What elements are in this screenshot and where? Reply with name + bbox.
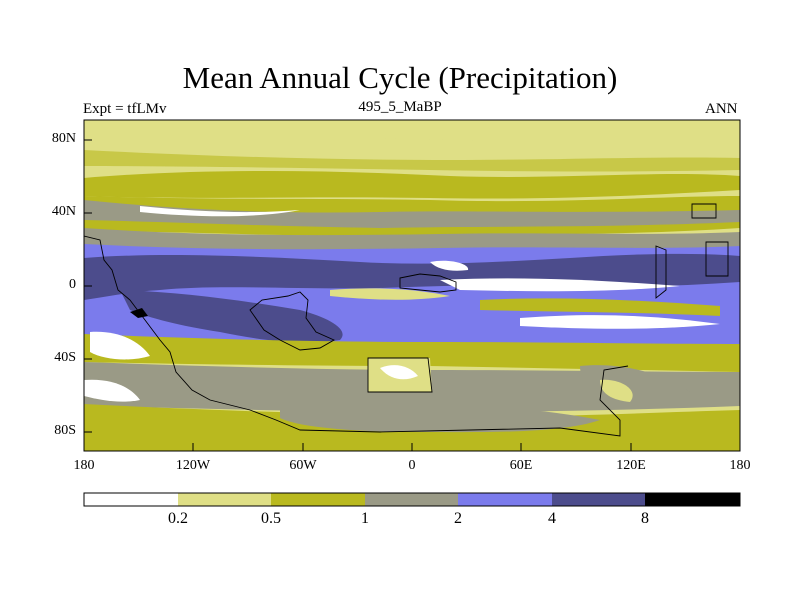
colorbar-frame <box>83 492 741 507</box>
precipitation-field <box>84 120 740 451</box>
field-band-north-1 <box>84 171 740 199</box>
lat-label-0: 0 <box>69 277 76 292</box>
lon-label-0: 0 <box>408 458 416 473</box>
colorbar-label-0-5: 0.5 <box>261 510 281 527</box>
coastline-americas <box>84 235 629 437</box>
field-antarctic-grey <box>280 400 600 433</box>
field-southeast-yellow <box>600 379 633 402</box>
field-tropic-yellow <box>330 288 450 300</box>
chart-title: Mean Annual Cycle (Precipitation) <box>182 60 618 95</box>
field-south-white-1 <box>90 331 150 360</box>
coastlines <box>84 203 729 437</box>
coastline-asia-east <box>655 245 667 299</box>
field-polar-band <box>84 136 740 154</box>
coastline-australia <box>367 357 433 393</box>
lon-ticks <box>83 443 741 451</box>
colorbar-swatch-3 <box>271 493 365 506</box>
coastline-africa-north <box>399 273 457 293</box>
season-label: ANN <box>705 101 738 117</box>
field-southamerica-dark <box>120 290 343 343</box>
colorbar-swatch-4 <box>365 493 458 506</box>
colorbar-label-0-2: 0.2 <box>168 510 188 527</box>
colorbar-swatch-6 <box>552 493 645 506</box>
colorbar-swatch-5 <box>458 493 552 506</box>
colorbar <box>83 492 741 507</box>
field-australia-white <box>380 365 418 380</box>
subtitle: 495_5_MaBP <box>358 99 442 115</box>
coastline-south-america <box>249 291 335 351</box>
field-polar-olive <box>84 150 740 172</box>
field-band-south-olive <box>84 334 740 372</box>
field-band-subtropic-grey <box>84 228 740 253</box>
lon-label-180w: 180 <box>73 458 95 473</box>
field-tropic-white-3 <box>520 315 720 329</box>
lat-label-40s: 40S <box>54 350 76 365</box>
lon-label-120w: 120W <box>175 458 211 473</box>
field-band-north-grey <box>84 200 740 228</box>
lon-label-60e: 60E <box>509 458 533 473</box>
lat-label-40n: 40N <box>51 204 76 219</box>
colorbar-label-4: 4 <box>548 510 556 527</box>
experiment-label: Expt = tfLMv <box>83 101 167 117</box>
field-itcz-dark <box>84 253 740 300</box>
field-band-north-white <box>140 206 300 217</box>
lat-ticks <box>84 139 92 433</box>
lat-label-80n: 80N <box>51 131 76 146</box>
colorbar-swatch-2 <box>178 493 271 506</box>
lon-label-60w: 60W <box>289 458 317 473</box>
colorbar-label-8: 8 <box>641 510 649 527</box>
coastline-japan <box>691 203 717 219</box>
field-tropic-white-1 <box>440 278 680 292</box>
lon-label-180e: 180 <box>729 458 751 473</box>
lon-label-120e: 120E <box>616 458 646 473</box>
lat-label-80s: 80S <box>54 423 76 438</box>
field-tropic-olive <box>480 298 720 316</box>
field-tropic-white-2 <box>430 260 469 271</box>
colorbar-label-1: 1 <box>361 510 369 527</box>
field-south-white-2 <box>84 379 140 402</box>
colorbar-swatch-1 <box>84 493 178 506</box>
colorbar-swatch-7 <box>645 493 740 506</box>
coastline-pacific-island <box>705 241 729 277</box>
field-black-patch <box>130 308 148 318</box>
colorbar-label-2: 2 <box>454 510 462 527</box>
